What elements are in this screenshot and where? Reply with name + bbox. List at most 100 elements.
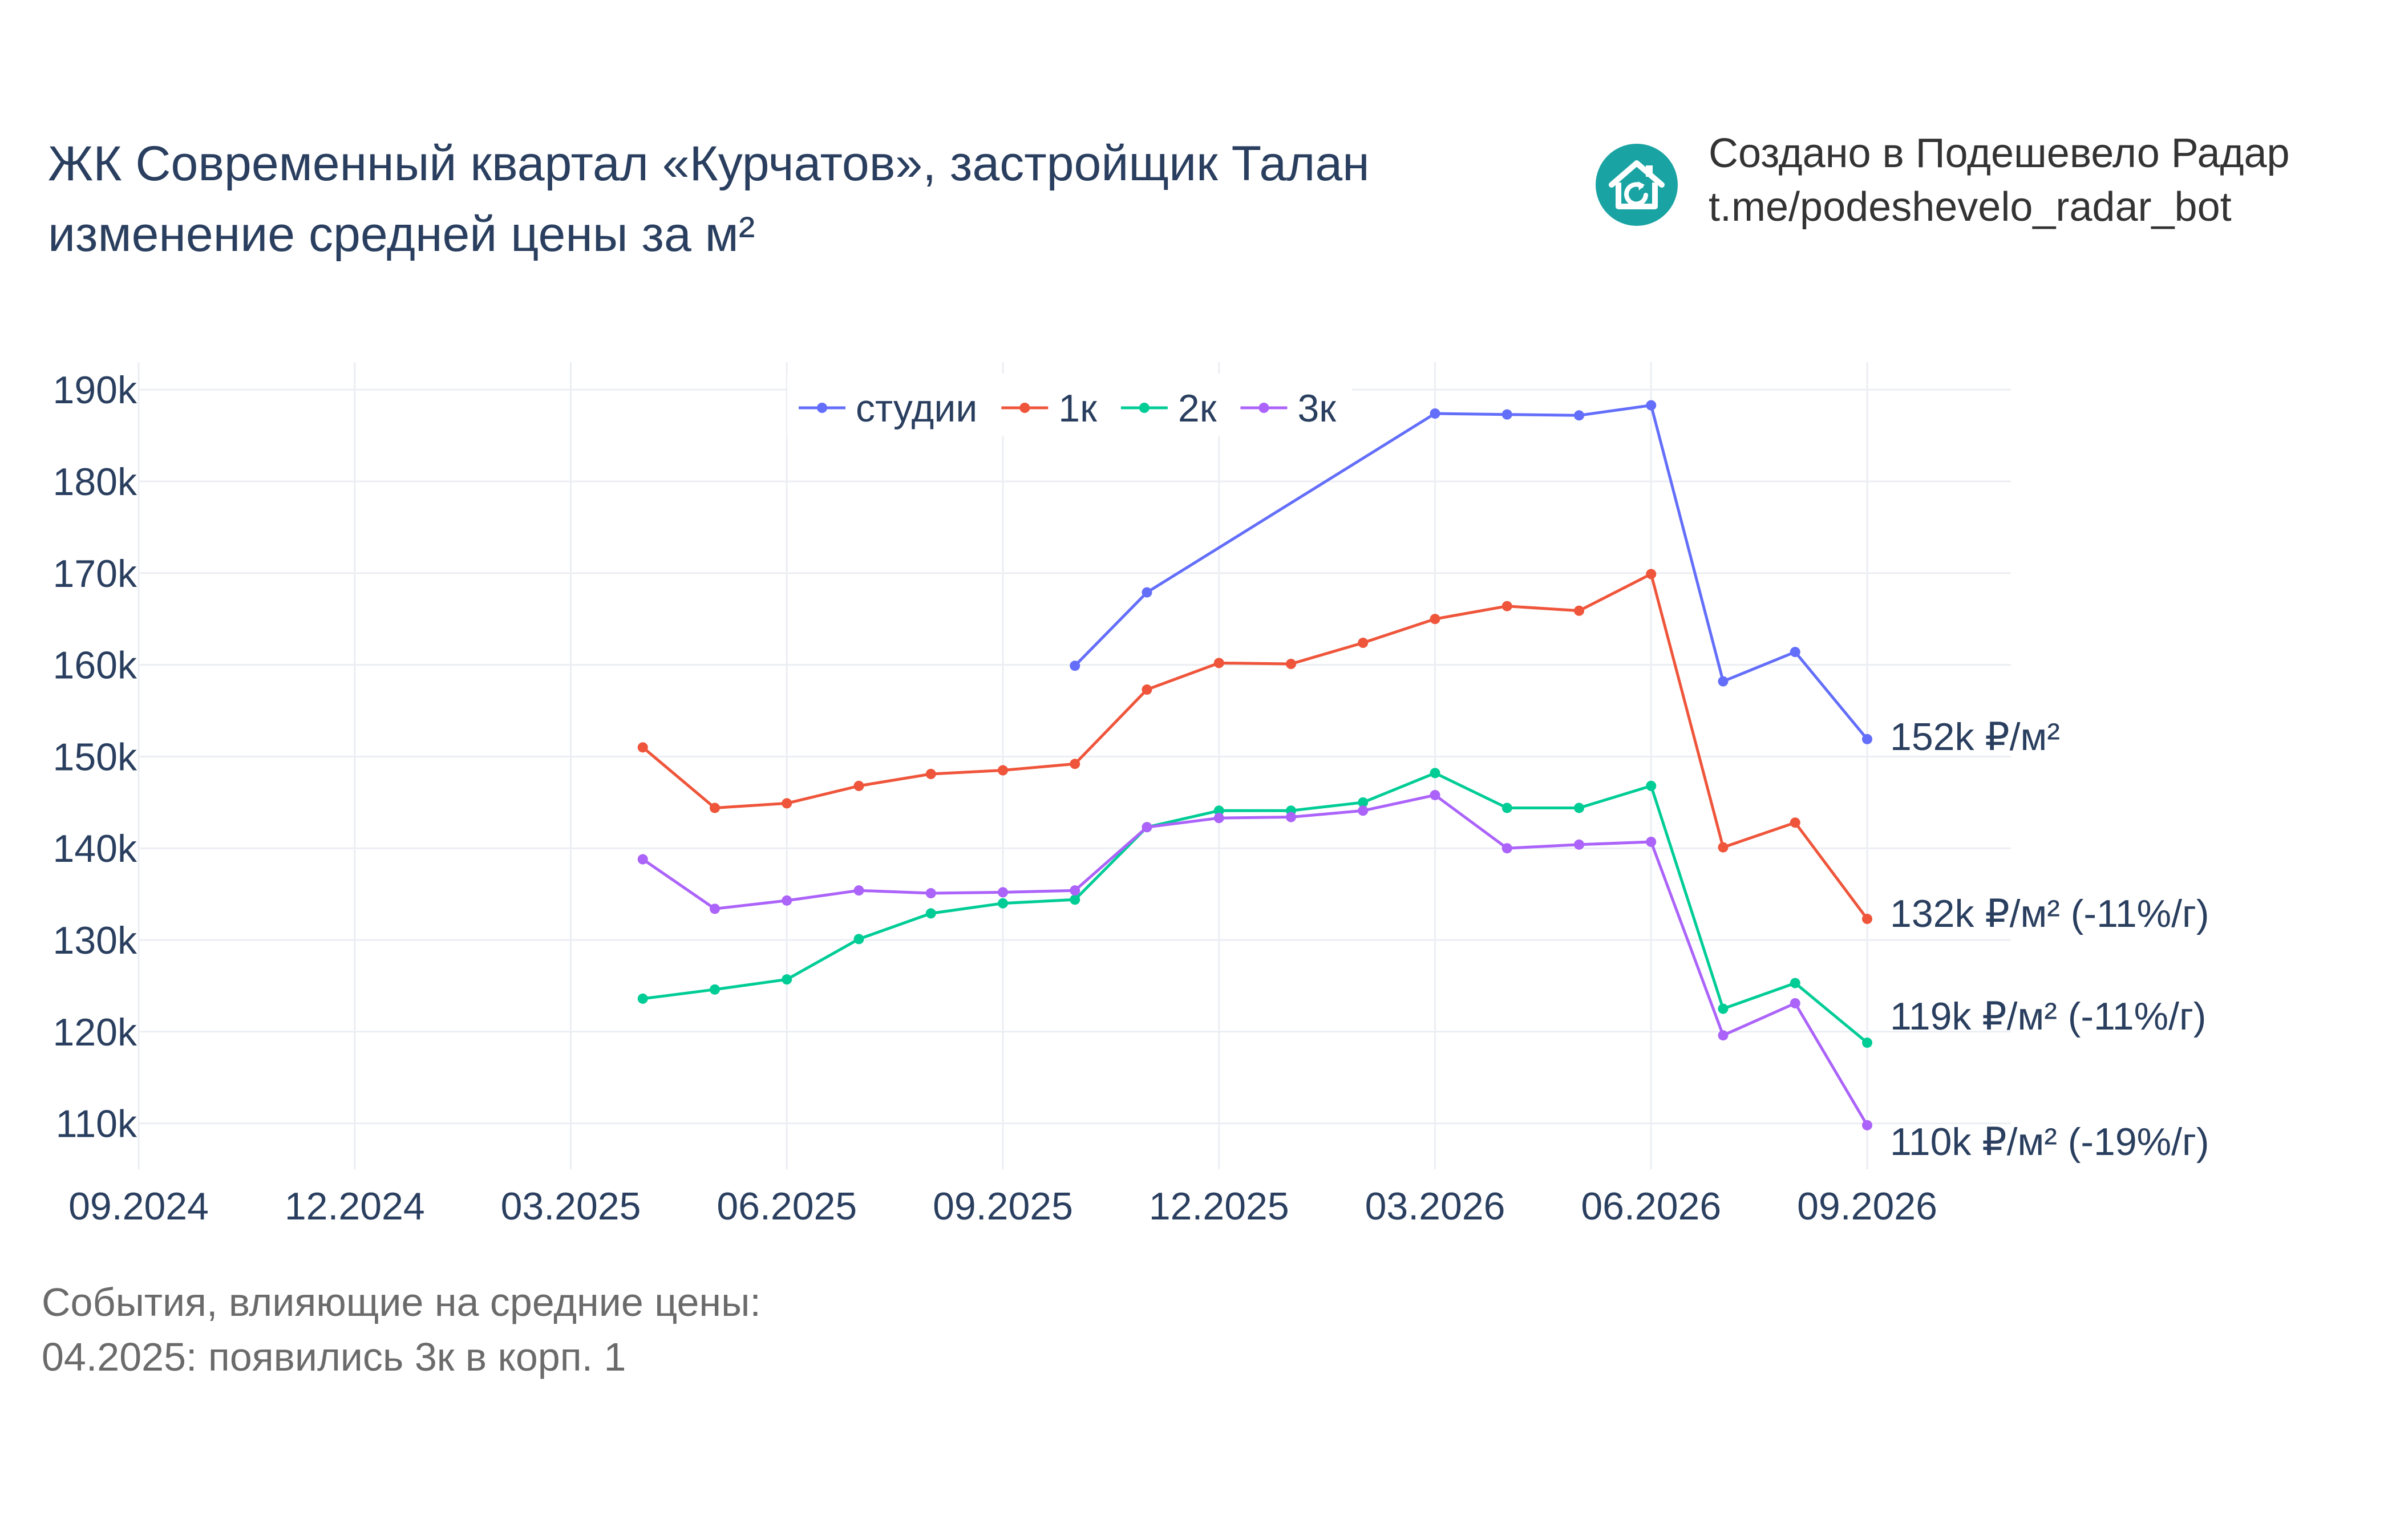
- brand-link[interactable]: t.me/podeshevelo_radar_bot: [1709, 184, 2232, 230]
- data-point[interactable]: [637, 854, 648, 865]
- x-tick-label: 06.2025: [717, 1185, 857, 1228]
- data-point[interactable]: [1358, 797, 1369, 808]
- y-tick-label: 160k: [53, 644, 137, 687]
- series-end-label: 110k ₽/м² (-19%/г): [1890, 1120, 2209, 1164]
- events-note-item: 04.2025: появились 3к в корп. 1: [42, 1335, 626, 1379]
- data-point[interactable]: [1862, 914, 1872, 925]
- data-point[interactable]: [1501, 409, 1512, 420]
- data-point[interactable]: [1213, 658, 1224, 668]
- series-line: [642, 572, 1869, 920]
- x-axis-ticks: 09.2024 12.2024 03.2025 06.2025 09.2025 12.20…: [68, 1185, 1937, 1228]
- data-point[interactable]: [1790, 978, 1800, 988]
- legend-marker: [1139, 403, 1150, 413]
- series-1: [1070, 400, 1872, 744]
- data-point[interactable]: [1070, 660, 1080, 671]
- end-labels: 152k ₽/м² 132k ₽/м² (-11%/г) 119k ₽/м² (-1…: [1890, 715, 2209, 1164]
- data-point[interactable]: [637, 742, 648, 753]
- data-point[interactable]: [1213, 805, 1224, 816]
- chart-title: ЖК Современный квартал «Курчатов», застр…: [48, 128, 1370, 270]
- data-point[interactable]: [710, 903, 720, 914]
- series-end-label: 132k ₽/м² (-11%/г): [1890, 892, 2209, 935]
- data-point[interactable]: [1142, 822, 1152, 833]
- data-point[interactable]: [1213, 813, 1224, 824]
- data-point[interactable]: [1501, 843, 1512, 854]
- data-point[interactable]: [1501, 601, 1512, 611]
- data-point[interactable]: [782, 974, 792, 985]
- data-point[interactable]: [1286, 812, 1296, 822]
- legend-marker: [1258, 403, 1269, 413]
- data-point[interactable]: [1646, 569, 1657, 579]
- series-end-label: 119k ₽/м² (-11%/г): [1890, 995, 2206, 1038]
- chart-series: [637, 400, 1872, 1130]
- data-point[interactable]: [637, 993, 648, 1004]
- legend-label: студии: [856, 387, 977, 430]
- legend-label: 1к: [1058, 387, 1098, 430]
- data-point[interactable]: [1358, 638, 1369, 649]
- data-point[interactable]: [1718, 676, 1729, 687]
- data-point[interactable]: [1358, 805, 1369, 816]
- data-point[interactable]: [1646, 400, 1657, 411]
- data-point[interactable]: [710, 803, 720, 813]
- data-point[interactable]: [782, 798, 792, 809]
- data-point[interactable]: [925, 768, 936, 779]
- x-tick-label: 06.2026: [1581, 1185, 1721, 1228]
- data-point[interactable]: [1574, 410, 1584, 421]
- data-point[interactable]: [1070, 759, 1080, 769]
- legend-label: 2к: [1178, 387, 1217, 430]
- data-point[interactable]: [1790, 998, 1800, 1008]
- data-point[interactable]: [925, 908, 936, 919]
- y-tick-label: 170k: [53, 552, 137, 595]
- data-point[interactable]: [1070, 885, 1080, 896]
- data-point[interactable]: [1862, 1038, 1872, 1048]
- data-point[interactable]: [998, 887, 1008, 898]
- chart-grid: [137, 362, 2011, 1169]
- data-point[interactable]: [1862, 1120, 1872, 1130]
- data-point[interactable]: [853, 780, 864, 791]
- x-tick-label: 09.2024: [68, 1185, 209, 1228]
- legend-item[interactable]: 2к: [1120, 387, 1217, 430]
- data-point[interactable]: [853, 934, 864, 945]
- data-point[interactable]: [1718, 1003, 1729, 1014]
- brand-caption: Создано в Подешевело Радар t.me/podeshev…: [1709, 127, 2290, 234]
- legend-item[interactable]: 1к: [1001, 387, 1098, 430]
- series-line: [642, 771, 1868, 1044]
- x-tick-label: 12.2025: [1149, 1185, 1289, 1228]
- y-tick-label: 110k: [56, 1103, 137, 1146]
- data-point[interactable]: [1430, 408, 1440, 419]
- data-point[interactable]: [1862, 733, 1872, 744]
- data-point[interactable]: [1430, 768, 1440, 779]
- data-point[interactable]: [1430, 614, 1440, 625]
- legend-background: [787, 374, 1352, 436]
- x-tick-label: 03.2025: [501, 1185, 641, 1228]
- data-point[interactable]: [1574, 605, 1584, 616]
- x-tick-label: 09.2026: [1797, 1185, 1937, 1228]
- y-tick-label: 120k: [53, 1011, 137, 1054]
- events-note-heading: События, влияющие на средние цены:: [42, 1280, 761, 1324]
- legend-item[interactable]: студии: [799, 387, 977, 430]
- data-point[interactable]: [1646, 836, 1657, 847]
- data-point[interactable]: [710, 984, 720, 995]
- y-tick-label: 140k: [53, 827, 137, 870]
- data-point[interactable]: [1286, 659, 1296, 670]
- data-point[interactable]: [1574, 803, 1584, 813]
- x-tick-label: 03.2026: [1365, 1185, 1505, 1228]
- data-point[interactable]: [1574, 839, 1584, 850]
- data-point[interactable]: [925, 888, 936, 899]
- data-point[interactable]: [1718, 842, 1729, 853]
- data-point[interactable]: [782, 895, 792, 906]
- data-point[interactable]: [998, 898, 1008, 909]
- data-point[interactable]: [1070, 894, 1080, 905]
- legend-marker: [817, 403, 827, 413]
- data-point[interactable]: [1790, 817, 1800, 828]
- data-point[interactable]: [1646, 780, 1657, 791]
- data-point[interactable]: [998, 765, 1008, 776]
- data-point[interactable]: [1501, 803, 1512, 813]
- legend-item[interactable]: 3к: [1240, 387, 1337, 430]
- data-point[interactable]: [1790, 647, 1800, 658]
- data-point[interactable]: [1142, 684, 1152, 695]
- data-point[interactable]: [853, 885, 864, 896]
- y-tick-label: 180k: [53, 460, 137, 504]
- data-point[interactable]: [1718, 1030, 1729, 1041]
- data-point[interactable]: [1430, 789, 1440, 800]
- data-point[interactable]: [1142, 587, 1152, 598]
